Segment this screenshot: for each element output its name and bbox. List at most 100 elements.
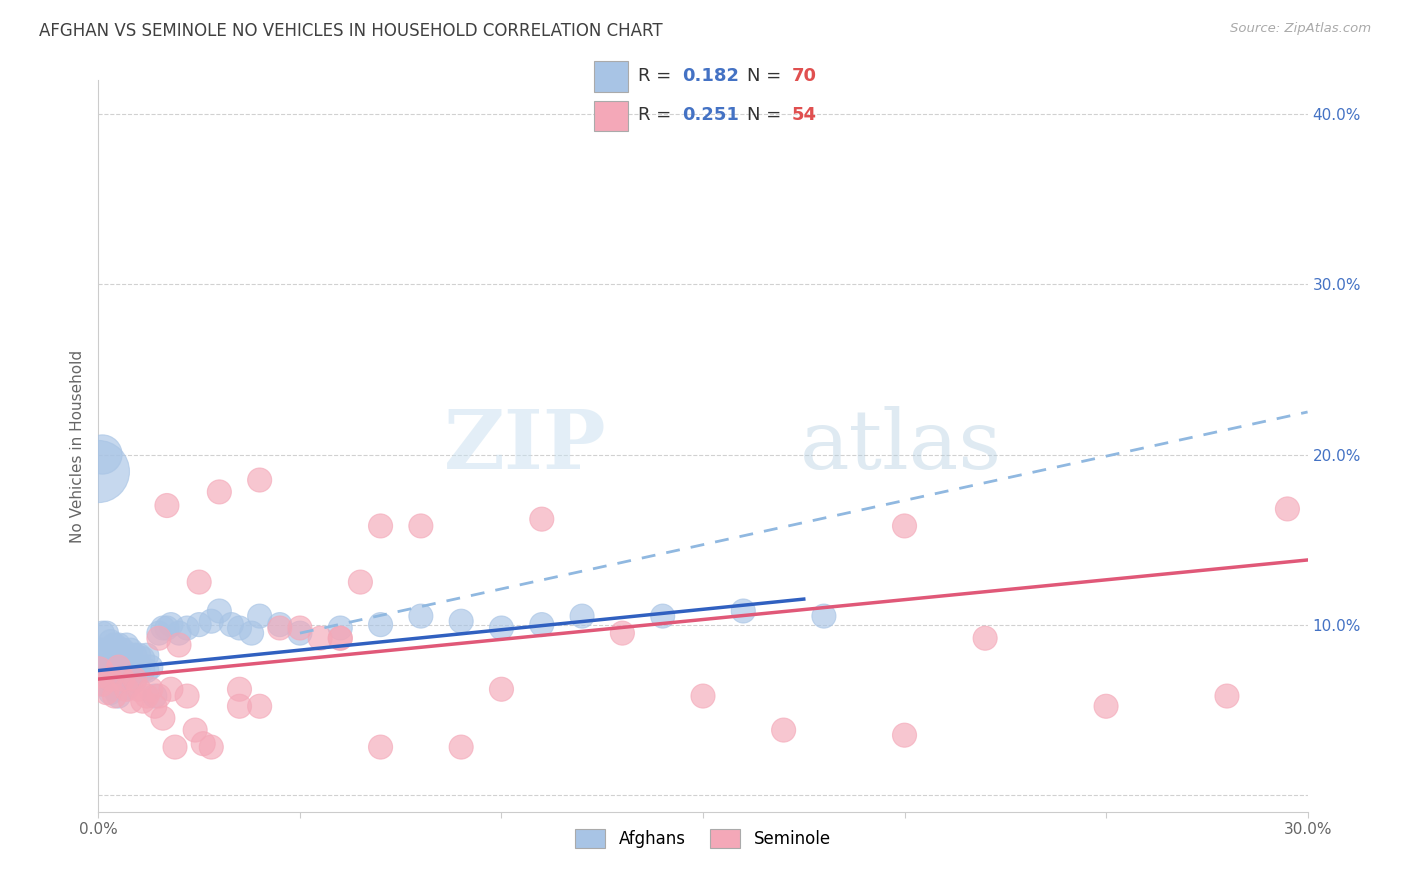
- Point: [571, 609, 593, 624]
- Text: R =: R =: [638, 68, 678, 86]
- Point: [87, 651, 110, 665]
- Point: [124, 673, 146, 688]
- Point: [148, 689, 170, 703]
- Point: [370, 617, 392, 632]
- Point: [370, 740, 392, 755]
- Point: [111, 643, 134, 657]
- Point: [115, 682, 138, 697]
- Point: [115, 651, 138, 665]
- Point: [409, 609, 432, 624]
- Point: [132, 694, 155, 708]
- Point: [91, 677, 114, 691]
- Point: [329, 631, 352, 645]
- Point: [111, 668, 134, 682]
- Point: [115, 638, 138, 652]
- Point: [91, 660, 114, 674]
- Point: [370, 519, 392, 533]
- Point: [491, 621, 513, 635]
- Point: [349, 575, 371, 590]
- Point: [249, 473, 271, 487]
- Point: [124, 648, 146, 663]
- Point: [176, 621, 198, 635]
- Point: [651, 609, 673, 624]
- Legend: Afghans, Seminole: Afghans, Seminole: [568, 822, 838, 855]
- Point: [200, 614, 222, 628]
- Point: [221, 617, 243, 632]
- Point: [530, 617, 553, 632]
- Point: [124, 672, 146, 686]
- Point: [128, 660, 150, 674]
- Text: N =: N =: [748, 68, 787, 86]
- Point: [107, 660, 129, 674]
- Point: [107, 638, 129, 652]
- Point: [100, 672, 122, 686]
- Point: [813, 609, 835, 624]
- Point: [135, 648, 157, 663]
- Point: [450, 740, 472, 755]
- Point: [1095, 699, 1118, 714]
- Point: [91, 626, 114, 640]
- Point: [893, 519, 915, 533]
- Point: [91, 448, 114, 462]
- Point: [156, 621, 179, 635]
- Text: 0.182: 0.182: [682, 68, 740, 86]
- Point: [612, 626, 634, 640]
- Point: [893, 728, 915, 742]
- Point: [188, 617, 211, 632]
- Point: [1216, 689, 1239, 703]
- Point: [228, 621, 250, 635]
- Point: [1277, 502, 1299, 516]
- Point: [200, 740, 222, 755]
- Point: [240, 626, 263, 640]
- Point: [103, 689, 125, 703]
- Point: [160, 682, 183, 697]
- Point: [148, 631, 170, 645]
- Point: [96, 686, 118, 700]
- Point: [733, 604, 755, 618]
- Text: ZIP: ZIP: [444, 406, 606, 486]
- Point: [103, 682, 125, 697]
- Point: [87, 665, 110, 680]
- Point: [249, 609, 271, 624]
- Point: [329, 631, 352, 645]
- Point: [87, 465, 110, 479]
- Point: [135, 689, 157, 703]
- Point: [120, 668, 142, 682]
- Point: [120, 655, 142, 669]
- Point: [91, 643, 114, 657]
- Point: [100, 686, 122, 700]
- Point: [152, 621, 174, 635]
- Text: R =: R =: [638, 106, 678, 124]
- Text: N =: N =: [748, 106, 787, 124]
- Point: [309, 631, 332, 645]
- Text: AFGHAN VS SEMINOLE NO VEHICLES IN HOUSEHOLD CORRELATION CHART: AFGHAN VS SEMINOLE NO VEHICLES IN HOUSEH…: [39, 22, 664, 40]
- Point: [176, 689, 198, 703]
- Point: [120, 694, 142, 708]
- Point: [450, 614, 472, 628]
- Text: atlas: atlas: [800, 406, 1002, 486]
- Point: [184, 723, 207, 737]
- Point: [974, 631, 997, 645]
- Point: [96, 660, 118, 674]
- Point: [115, 681, 138, 695]
- Point: [152, 711, 174, 725]
- FancyBboxPatch shape: [593, 62, 627, 92]
- Point: [167, 626, 190, 640]
- Point: [491, 682, 513, 697]
- Point: [132, 664, 155, 678]
- Point: [208, 484, 231, 499]
- Point: [115, 664, 138, 678]
- Point: [107, 672, 129, 686]
- Point: [96, 677, 118, 691]
- Point: [249, 699, 271, 714]
- Point: [148, 626, 170, 640]
- Point: [100, 648, 122, 663]
- Point: [163, 740, 186, 755]
- Point: [228, 699, 250, 714]
- Point: [329, 621, 352, 635]
- Point: [124, 660, 146, 674]
- Point: [91, 677, 114, 691]
- Text: 70: 70: [792, 68, 817, 86]
- Point: [156, 499, 179, 513]
- Point: [143, 699, 166, 714]
